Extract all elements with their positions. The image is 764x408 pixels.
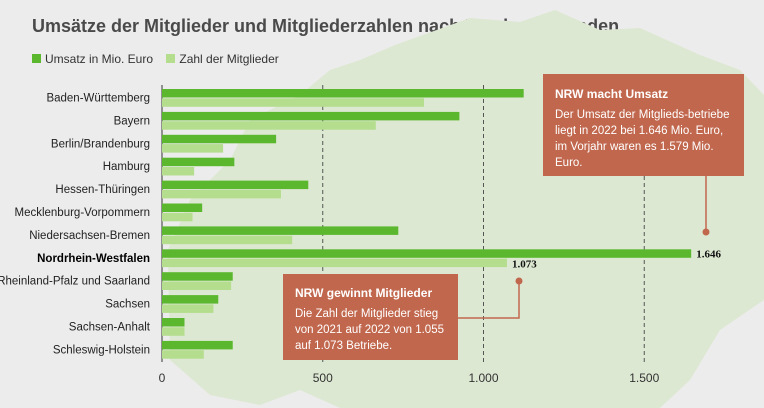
callout-nrw-umsatz: NRW macht Umsatz Der Umsatz der Mitglied… (543, 74, 744, 176)
bar-mitglieder (162, 167, 195, 176)
bar-mitglieder (162, 327, 185, 336)
x-tick-label: 1.000 (468, 371, 498, 385)
bar-mitglieder (162, 304, 214, 313)
x-tick-label: 0 (159, 371, 166, 385)
legend: Umsatz in Mio. Euro Zahl der Mitglieder (32, 52, 289, 66)
callout-umsatz-title: NRW macht Umsatz (555, 87, 669, 101)
bar-mitglieder (162, 350, 204, 359)
category-label: Nordrhein-Westfalen (37, 253, 150, 265)
bar-umsatz (162, 226, 399, 235)
category-label: Schleswig-Holstein (53, 344, 150, 356)
category-label: Niedersachsen-Bremen (29, 230, 150, 242)
bar-mitglieder (162, 281, 232, 290)
legend-item-mitglieder: Zahl der Mitglieder (166, 52, 279, 66)
bar-umsatz (162, 111, 460, 121)
bar-umsatz (162, 134, 277, 144)
category-label: Hamburg (103, 161, 150, 173)
bar-umsatz (162, 157, 235, 167)
connector-dot-umsatz (702, 228, 710, 236)
bar-mitglieder (162, 121, 376, 130)
bar-mitglieder (162, 235, 293, 245)
legend-swatch-mitglieder (166, 54, 176, 63)
category-label: Mecklenburg-Vorpommern (14, 207, 150, 219)
bar-umsatz (162, 272, 233, 281)
data-label-umsatz-nrw: 1.646 (696, 248, 721, 260)
callout-mitglieder-title: NRW gewinnt Mitglieder (295, 286, 433, 300)
x-tick-label: 1.500 (629, 371, 659, 385)
category-label: Baden-Württemberg (46, 93, 150, 105)
callout-nrw-mitglieder: NRW gewinnt Mitglieder Die Zahl der Mitg… (283, 274, 458, 360)
legend-label-mitglieder: Zahl der Mitglieder (179, 52, 279, 66)
bar-mitglieder (162, 258, 507, 268)
bar-umsatz (162, 180, 309, 190)
legend-label-umsatz: Umsatz in Mio. Euro (45, 52, 154, 66)
data-label-mitglieder-nrw: 1.073 (512, 258, 537, 270)
legend-swatch-umsatz (32, 54, 41, 63)
callout-mitglieder-text: Die Zahl der Mitglieder stieg von 2021 a… (295, 308, 444, 352)
bar-umsatz (162, 249, 692, 258)
bar-umsatz (162, 203, 203, 212)
legend-item-umsatz: Umsatz in Mio. Euro (32, 52, 153, 66)
bar-mitglieder (162, 144, 224, 153)
bar-umsatz (162, 89, 524, 98)
category-label: Sachsen-Anhalt (69, 322, 151, 334)
bar-umsatz (162, 295, 219, 304)
bar-umsatz (162, 340, 233, 350)
bar-mitglieder (162, 98, 425, 107)
callout-umsatz-text: Der Umsatz der Mitglieds-betriebe liegt … (555, 109, 730, 169)
bar-mitglieder (162, 189, 281, 199)
category-label: Hessen-Thüringen (55, 184, 150, 196)
category-label: Sachsen (105, 299, 150, 311)
category-label: Rheinland-Pfalz und Saarland (0, 276, 150, 288)
x-tick-label: 500 (313, 371, 333, 385)
connector-dot-mitglieder (515, 277, 523, 285)
background-map-shape (168, 10, 764, 408)
bar-mitglieder (162, 212, 193, 222)
category-label: Berlin/Brandenburg (51, 138, 150, 150)
category-label: Bayern (114, 115, 150, 127)
connector-mitglieder (458, 281, 520, 319)
bar-umsatz (162, 318, 185, 327)
